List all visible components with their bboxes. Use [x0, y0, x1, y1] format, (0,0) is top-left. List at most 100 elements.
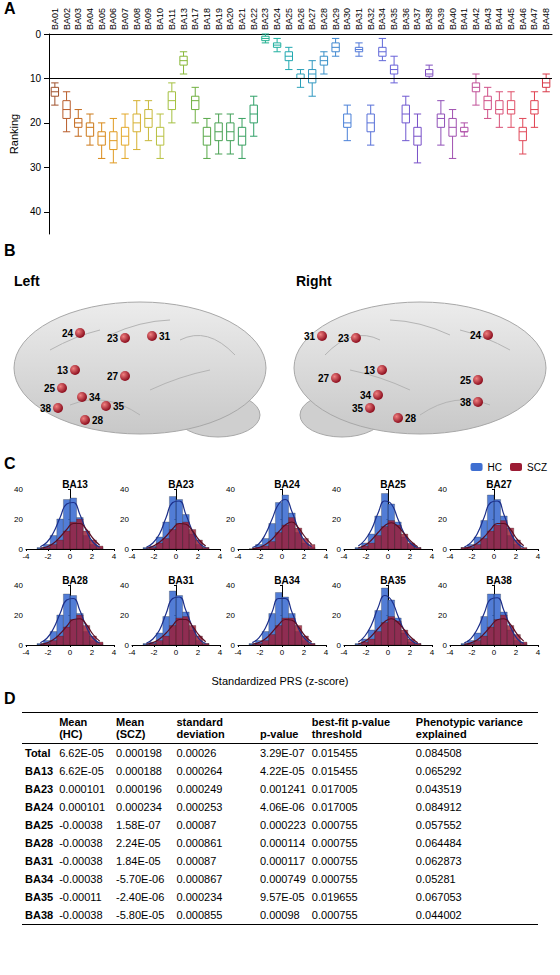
svg-text:-2: -2 [468, 552, 476, 561]
svg-text:BA26: BA26 [296, 8, 306, 30]
svg-text:BA25: BA25 [284, 8, 294, 30]
svg-text:-2: -2 [150, 552, 158, 561]
svg-text:4: 4 [536, 552, 541, 561]
svg-text:20: 20 [120, 515, 129, 524]
svg-text:BA07: BA07 [120, 8, 130, 30]
svg-text:23: 23 [338, 333, 350, 344]
svg-text:BA34: BA34 [377, 8, 387, 30]
svg-text:BA06: BA06 [108, 8, 118, 30]
svg-text:BA35: BA35 [389, 8, 399, 30]
svg-text:-4: -4 [234, 552, 242, 561]
svg-text:40: 40 [438, 581, 447, 590]
svg-text:4: 4 [112, 648, 117, 657]
svg-text:Standardized PRS (z-score): Standardized PRS (z-score) [212, 675, 349, 687]
svg-text:38: 38 [460, 397, 472, 408]
svg-text:BA38: BA38 [424, 8, 434, 30]
svg-text:20: 20 [332, 611, 341, 620]
svg-text:BA17: BA17 [190, 8, 200, 30]
svg-text:40: 40 [120, 581, 129, 590]
svg-text:BA02: BA02 [62, 8, 72, 30]
svg-text:-4: -4 [128, 552, 136, 561]
svg-text:-4: -4 [22, 648, 30, 657]
svg-text:BA47: BA47 [529, 8, 539, 30]
svg-text:-4: -4 [22, 552, 30, 561]
svg-text:0: 0 [68, 648, 73, 657]
svg-text:-4: -4 [446, 552, 454, 561]
svg-text:BA27: BA27 [486, 479, 512, 490]
svg-text:4: 4 [430, 552, 435, 561]
svg-text:2: 2 [408, 648, 413, 657]
svg-text:BA37: BA37 [412, 8, 422, 30]
svg-text:BA38: BA38 [486, 575, 512, 586]
svg-text:25: 25 [44, 383, 56, 394]
svg-text:BA08: BA08 [132, 8, 142, 30]
svg-text:HC: HC [488, 462, 502, 473]
svg-text:35: 35 [352, 403, 364, 414]
svg-text:Left: Left [14, 273, 40, 289]
svg-text:20: 20 [14, 611, 23, 620]
svg-text:BA18: BA18 [202, 8, 212, 30]
svg-text:-2: -2 [362, 648, 370, 657]
svg-text:-4: -4 [128, 648, 136, 657]
svg-text:0: 0 [280, 648, 285, 657]
svg-text:BA21: BA21 [237, 8, 247, 30]
svg-text:31: 31 [304, 331, 316, 342]
svg-text:BA48: BA48 [541, 8, 551, 30]
svg-text:-2: -2 [44, 648, 52, 657]
svg-text:28: 28 [405, 413, 417, 424]
svg-text:40: 40 [30, 206, 42, 217]
svg-text:35: 35 [113, 401, 125, 412]
svg-text:34: 34 [360, 390, 372, 401]
svg-text:B: B [4, 242, 16, 259]
svg-text:24: 24 [62, 328, 74, 339]
svg-text:BA13: BA13 [179, 8, 189, 30]
svg-text:4: 4 [324, 648, 329, 657]
svg-text:SCZ: SCZ [527, 462, 547, 473]
svg-text:BA31: BA31 [354, 8, 364, 30]
svg-text:4: 4 [218, 648, 223, 657]
svg-text:BA45: BA45 [506, 8, 516, 30]
svg-text:40: 40 [14, 485, 23, 494]
svg-text:BA44: BA44 [494, 8, 504, 30]
svg-text:0: 0 [68, 552, 73, 561]
svg-text:23: 23 [107, 333, 119, 344]
svg-text:2: 2 [90, 552, 95, 561]
svg-text:BA34: BA34 [274, 575, 300, 586]
svg-text:20: 20 [30, 117, 42, 128]
svg-text:-4: -4 [340, 552, 348, 561]
svg-text:BA29: BA29 [331, 8, 341, 30]
svg-text:-2: -2 [362, 552, 370, 561]
svg-text:20: 20 [14, 515, 23, 524]
svg-text:0: 0 [386, 552, 391, 561]
svg-text:BA27: BA27 [307, 8, 317, 30]
svg-text:10: 10 [30, 73, 42, 84]
svg-text:Right: Right [296, 273, 332, 289]
svg-text:28: 28 [92, 415, 104, 426]
svg-text:40: 40 [226, 581, 235, 590]
svg-text:-4: -4 [446, 648, 454, 657]
svg-text:2: 2 [514, 552, 519, 561]
svg-text:BA10: BA10 [155, 8, 165, 30]
svg-text:BA04: BA04 [85, 8, 95, 30]
svg-text:30: 30 [30, 162, 42, 173]
svg-text:BA05: BA05 [97, 8, 107, 30]
svg-text:27: 27 [318, 373, 330, 384]
svg-text:BA32: BA32 [366, 8, 376, 30]
svg-text:13: 13 [364, 365, 376, 376]
svg-text:40: 40 [14, 581, 23, 590]
svg-text:2: 2 [302, 648, 307, 657]
svg-text:BA25: BA25 [380, 479, 406, 490]
svg-text:BA11: BA11 [167, 9, 177, 30]
svg-text:BA22: BA22 [249, 8, 259, 30]
svg-text:25: 25 [460, 375, 472, 386]
svg-text:-2: -2 [256, 648, 264, 657]
svg-text:2: 2 [196, 648, 201, 657]
svg-text:0: 0 [492, 648, 497, 657]
svg-text:BA30: BA30 [342, 8, 352, 30]
svg-text:20: 20 [226, 515, 235, 524]
svg-text:2: 2 [196, 552, 201, 561]
svg-text:0: 0 [174, 648, 179, 657]
svg-text:2: 2 [302, 552, 307, 561]
svg-text:BA46: BA46 [518, 8, 528, 30]
svg-text:20: 20 [332, 515, 341, 524]
